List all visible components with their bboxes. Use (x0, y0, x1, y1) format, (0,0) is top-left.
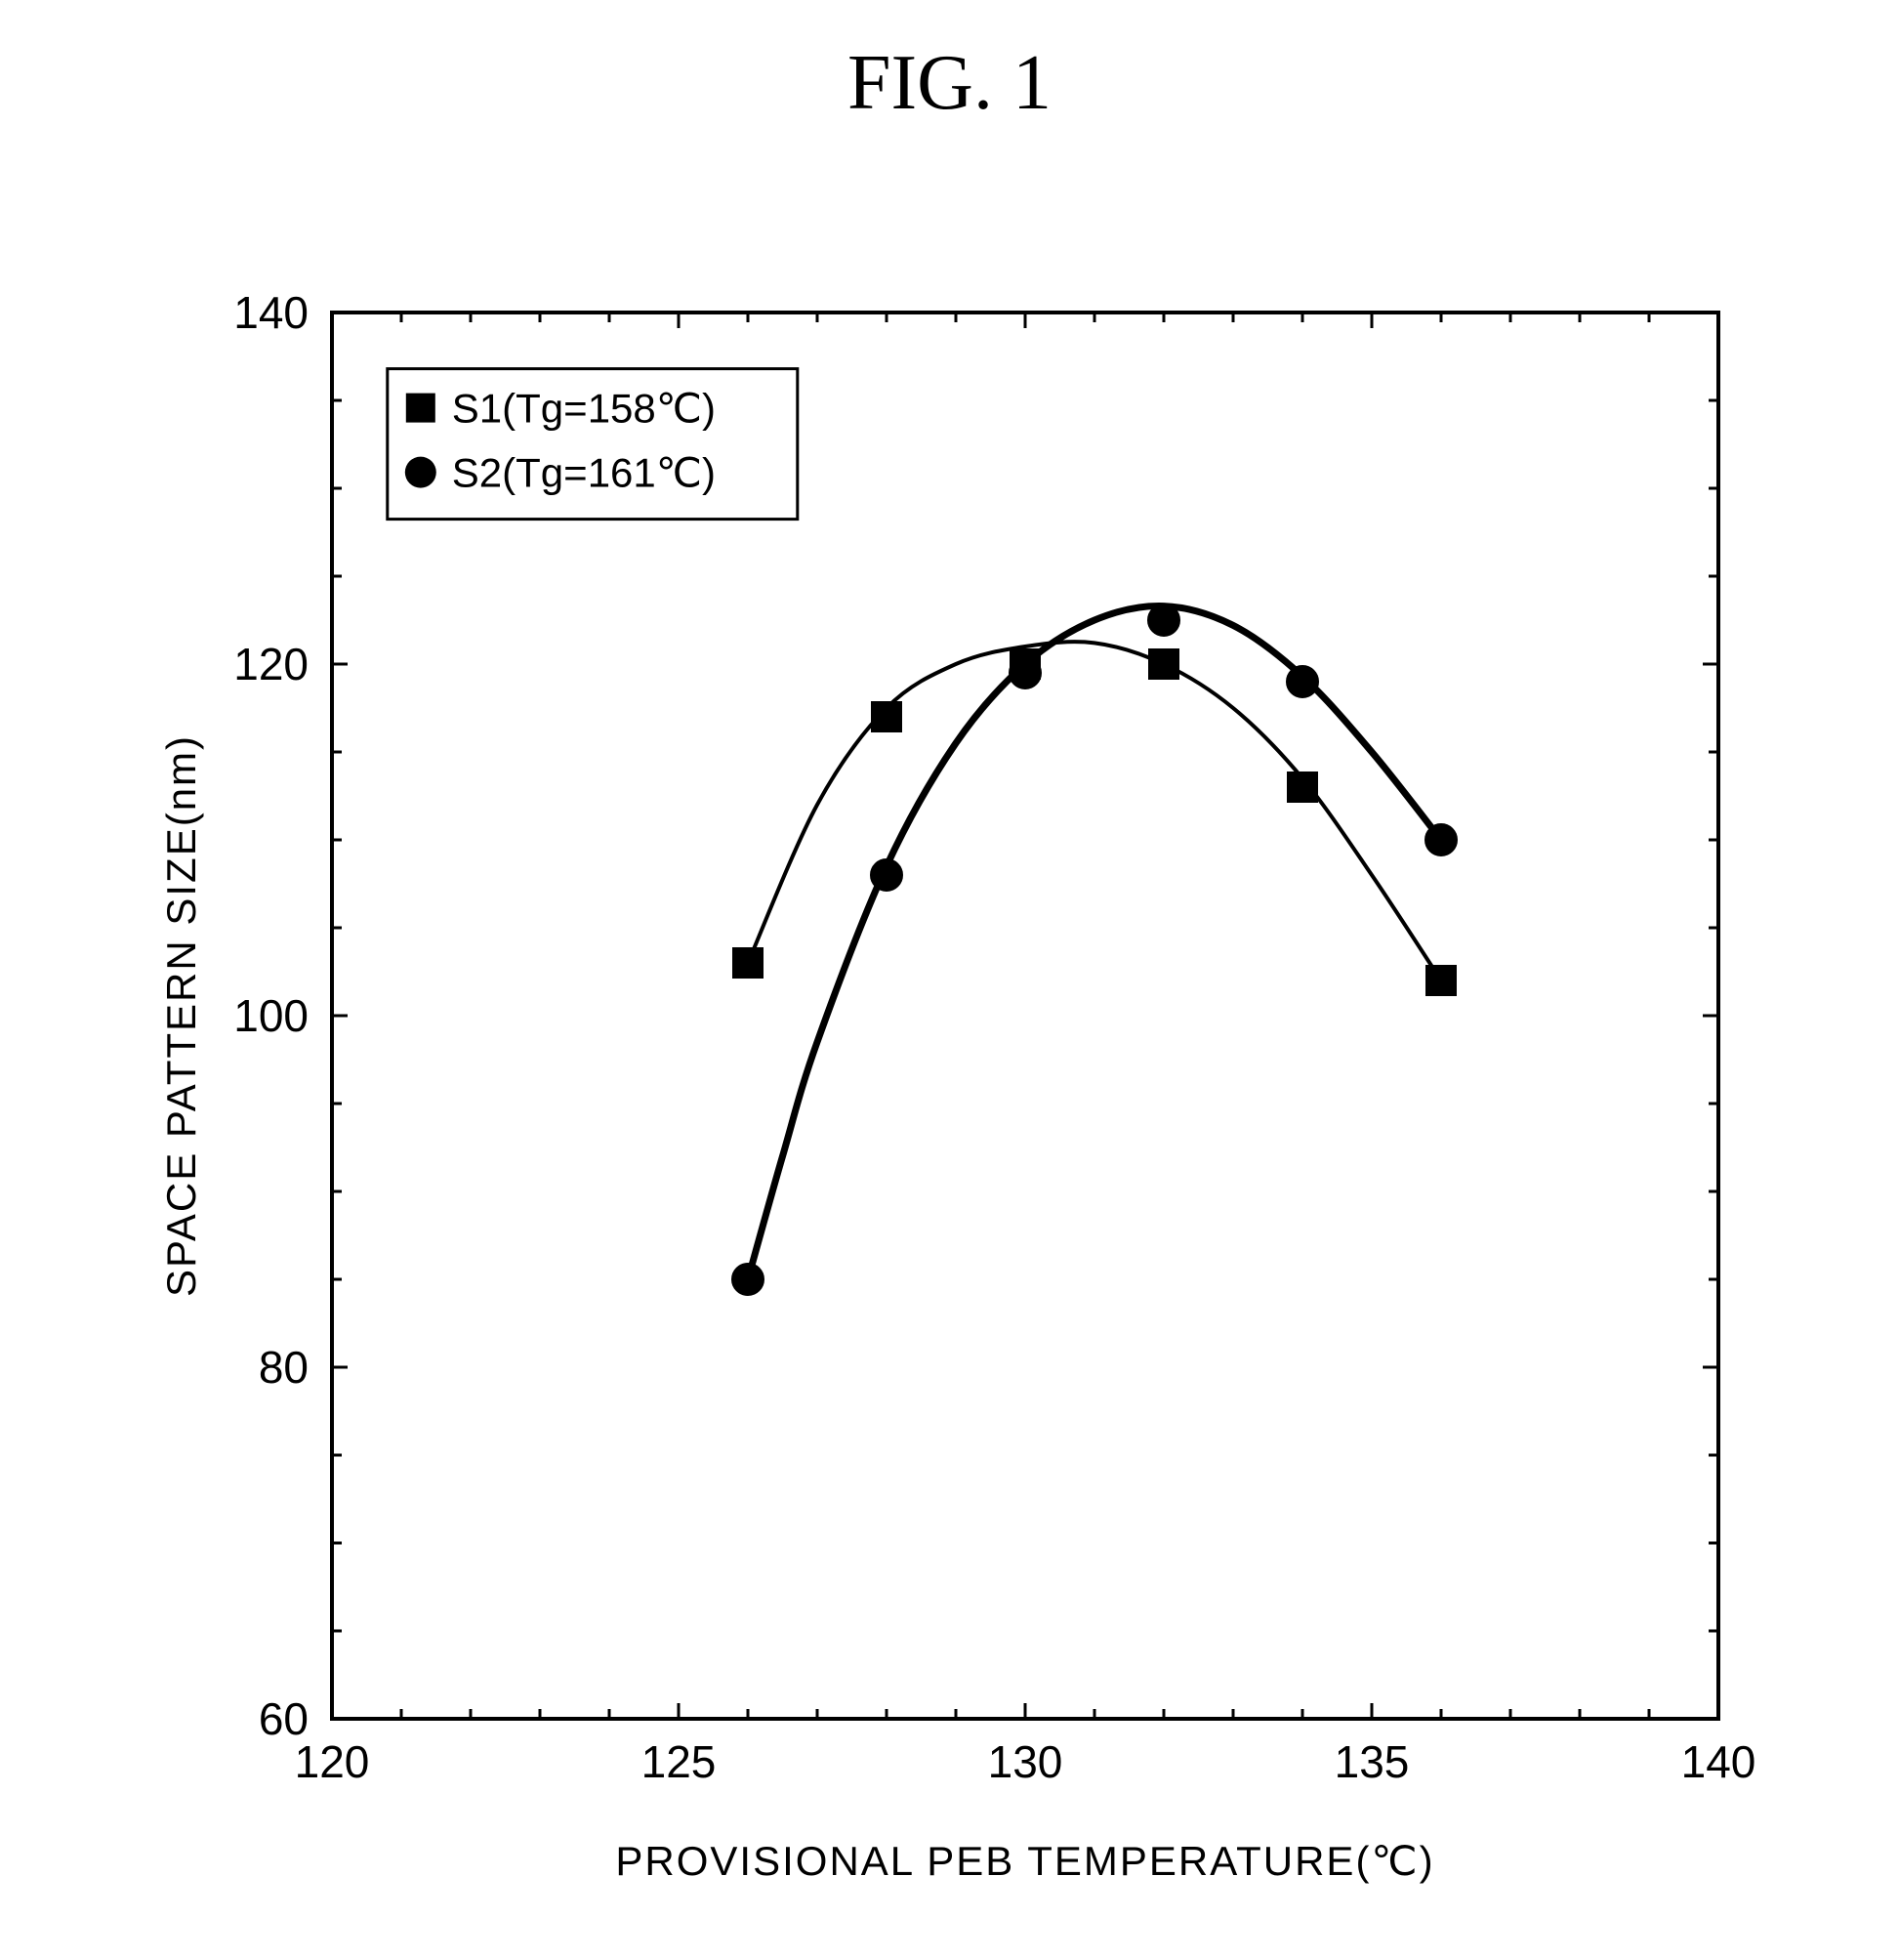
marker-square (1426, 966, 1456, 995)
marker-square (1149, 649, 1178, 679)
figure-title: FIG. 1 (0, 39, 1899, 128)
y-tick-label: 140 (233, 287, 309, 338)
marker-circle (1425, 824, 1457, 855)
marker-circle (1148, 605, 1179, 636)
chart-container: 1201251301351406080100120140PROVISIONAL … (117, 273, 1777, 1934)
marker-square (872, 702, 901, 731)
legend-label: S1(Tg=158℃) (452, 385, 716, 431)
y-tick-label: 80 (259, 1342, 309, 1393)
chart-bg (117, 273, 1777, 1934)
marker-circle (732, 1264, 764, 1295)
y-tick-label: 120 (233, 639, 309, 689)
legend-marker-square (406, 394, 435, 423)
x-axis-label: PROVISIONAL PEB TEMPERATURE(℃) (615, 1838, 1434, 1884)
x-tick-label: 125 (641, 1736, 717, 1787)
x-tick-label: 130 (988, 1736, 1063, 1787)
marker-circle (1010, 657, 1041, 688)
legend-marker-circle (405, 457, 436, 488)
marker-circle (1287, 666, 1318, 697)
y-axis-label: SPACE PATTERN SIZE(nm) (158, 734, 204, 1297)
marker-circle (871, 859, 902, 891)
chart-svg: 1201251301351406080100120140PROVISIONAL … (117, 273, 1777, 1934)
marker-square (1288, 772, 1317, 802)
y-tick-label: 100 (233, 990, 309, 1041)
legend-label: S2(Tg=161℃) (452, 449, 716, 495)
x-tick-label: 140 (1681, 1736, 1756, 1787)
x-tick-label: 135 (1335, 1736, 1410, 1787)
marker-square (733, 948, 763, 978)
y-tick-label: 60 (259, 1693, 309, 1744)
